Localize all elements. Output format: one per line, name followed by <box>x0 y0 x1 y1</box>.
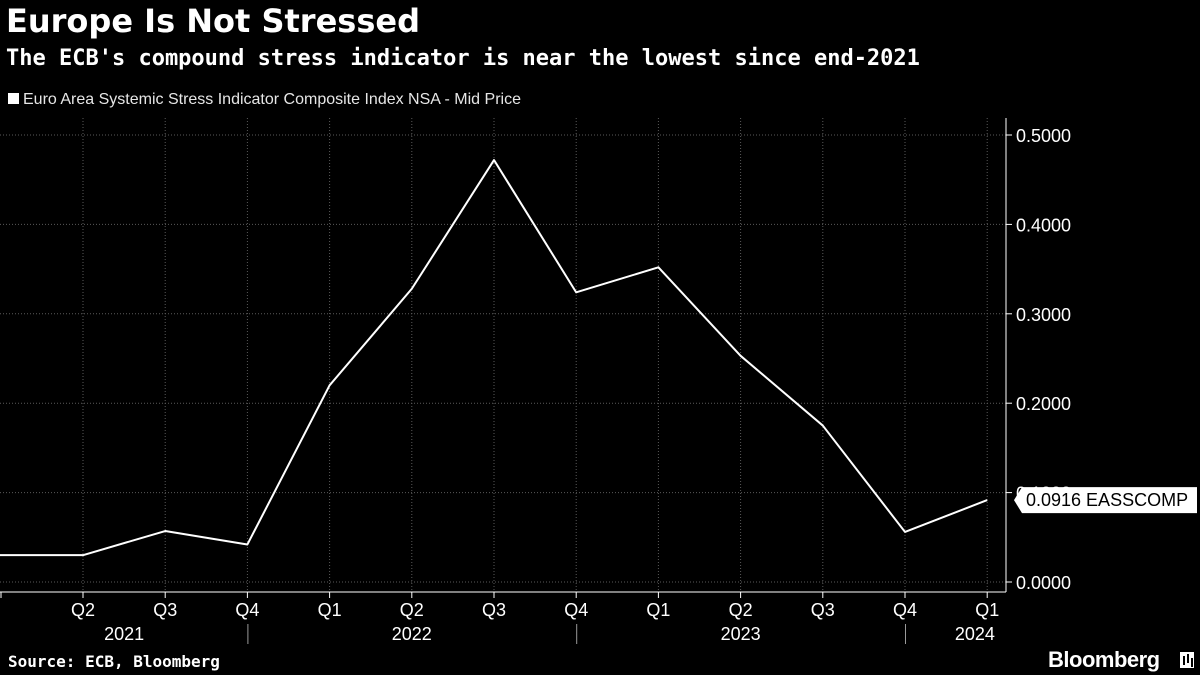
x-tick-label: Q2 <box>71 600 95 620</box>
bloomberg-icon <box>1180 652 1194 668</box>
bloomberg-logo: Bloomberg <box>1048 647 1160 672</box>
legend: Euro Area Systemic Stress Indicator Comp… <box>8 91 521 109</box>
callout-box <box>1014 487 1197 514</box>
year-label: 2023 <box>721 624 761 644</box>
x-tick-label: Q1 <box>646 600 670 620</box>
chart-subtitle: The ECB's compound stress indicator is n… <box>6 46 920 71</box>
x-tick-label: Q4 <box>564 600 588 620</box>
x-tick-label: Q3 <box>153 600 177 620</box>
x-tick-label: Q2 <box>729 600 753 620</box>
last-value-callout: 0.0916 EASSCOMP <box>1014 487 1197 514</box>
x-tick-label: Q4 <box>235 600 259 620</box>
year-label: 2022 <box>392 624 432 644</box>
year-label: 2021 <box>104 624 144 644</box>
y-tick-label: 0.5000 <box>1016 126 1071 146</box>
source-note: Source: ECB, Bloomberg <box>8 652 220 671</box>
x-tick-label: Q3 <box>811 600 835 620</box>
x-tick-label: Q2 <box>400 600 424 620</box>
series-line <box>0 159 988 557</box>
x-tick-label: Q4 <box>893 600 917 620</box>
legend-label: Euro Area Systemic Stress Indicator Comp… <box>23 91 521 108</box>
y-tick-label: 0.2000 <box>1016 394 1071 414</box>
x-tick-label: Q1 <box>318 600 342 620</box>
x-tick-label: Q3 <box>482 600 506 620</box>
year-label: 2024 <box>955 624 995 644</box>
y-tick-label: 0.0000 <box>1016 573 1071 593</box>
y-tick-label: 0.4000 <box>1016 215 1071 235</box>
callout-label: 0.0916 EASSCOMP <box>1026 490 1188 510</box>
x-tick-label: Q1 <box>975 600 999 620</box>
chart-title: Europe Is Not Stressed <box>6 2 420 40</box>
legend-swatch <box>8 93 19 104</box>
y-tick-label: 0.3000 <box>1016 305 1071 325</box>
